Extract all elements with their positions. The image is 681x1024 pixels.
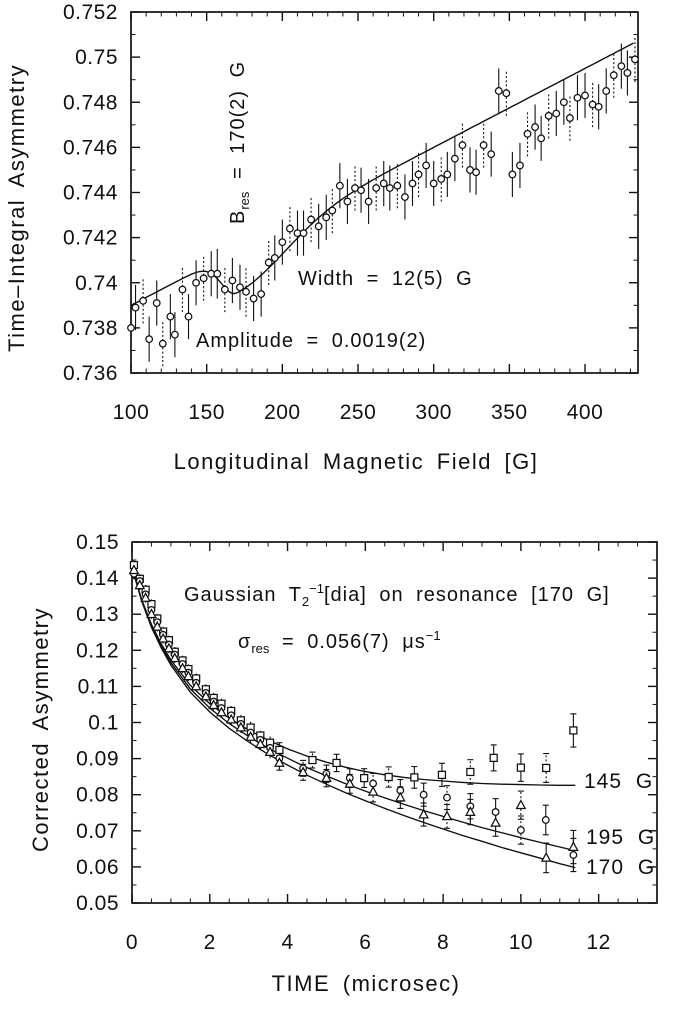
svg-text:0.07: 0.07 [76,820,119,843]
top-y-axis-title: Time–Integral Asymmetry [4,63,29,352]
top-annotation-bres: Bres = 170(2) G [227,61,252,224]
svg-text:350: 350 [491,401,528,424]
sigma-subscript: res [251,641,270,656]
bres-subscript: res [237,191,252,210]
svg-text:6: 6 [359,931,371,954]
svg-text:0.05: 0.05 [76,892,119,915]
svg-text:0: 0 [126,931,138,954]
svg-text:0.1: 0.1 [88,712,119,735]
svg-text:200: 200 [264,401,301,424]
top-annotation-width: Width = 12(5) G [298,268,473,290]
sigma-unit: μs [402,631,426,653]
svg-text:300: 300 [415,401,452,424]
svg-text:0.738: 0.738 [63,317,118,340]
svg-text:8: 8 [437,931,449,954]
svg-text:4: 4 [281,931,293,954]
bottom-y-axis-title: Corrected Asymmetry [28,607,53,852]
series-label-195G: 195 G [586,826,656,849]
sigma-value: = 0.056(7) [269,631,403,653]
svg-text:250: 250 [340,401,377,424]
bottom-annotation-gaussian: Gaussian T2−1[dia] on resonance [170 G] [184,581,610,609]
svg-text:0.08: 0.08 [76,784,119,807]
svg-text:0.11: 0.11 [78,675,119,698]
sigma-symbol: σ [238,631,252,653]
svg-text:2: 2 [204,931,216,954]
gaussian-text-post: [dia] on resonance [170 G] [323,584,610,606]
svg-text:0.748: 0.748 [63,91,118,114]
series-label-170G: 170 G [586,856,656,879]
svg-text:0.14: 0.14 [76,567,119,590]
bres-value: = 170(2) G [227,60,249,192]
svg-text:100: 100 [113,401,150,424]
series-label-145G: 145 G [584,770,654,793]
sigma-unit-superscript: −1 [425,628,441,643]
gaussian-t2-subscript: 2 [301,594,310,609]
svg-text:0.75: 0.75 [75,46,118,69]
svg-text:0.752: 0.752 [63,1,118,24]
top-annotation-amplitude: Amplitude = 0.0019(2) [196,330,427,352]
svg-text:0.13: 0.13 [76,603,119,626]
svg-text:0.06: 0.06 [76,856,119,879]
svg-text:0.736: 0.736 [63,362,118,385]
bottom-annotation-sigma: σres = 0.056(7) μs−1 [238,628,441,656]
svg-text:10: 10 [509,931,533,954]
svg-text:400: 400 [567,401,604,424]
svg-text:0.744: 0.744 [63,182,118,205]
svg-text:0.74: 0.74 [75,272,118,295]
gaussian-text-pre: Gaussian T [184,584,302,606]
bottom-x-axis-title: TIME (microsec) [271,971,461,996]
svg-text:0.746: 0.746 [63,136,118,159]
svg-text:0.742: 0.742 [63,227,118,250]
svg-text:0.15: 0.15 [76,531,119,554]
bres-symbol: B [227,209,249,224]
svg-text:0.12: 0.12 [76,639,119,662]
svg-text:0.09: 0.09 [76,748,119,771]
gaussian-t2-superscript: −1 [309,581,324,596]
svg-text:150: 150 [188,401,225,424]
svg-text:12: 12 [586,931,610,954]
top-x-axis-title: Longitudinal Magnetic Field [G] [173,449,539,474]
